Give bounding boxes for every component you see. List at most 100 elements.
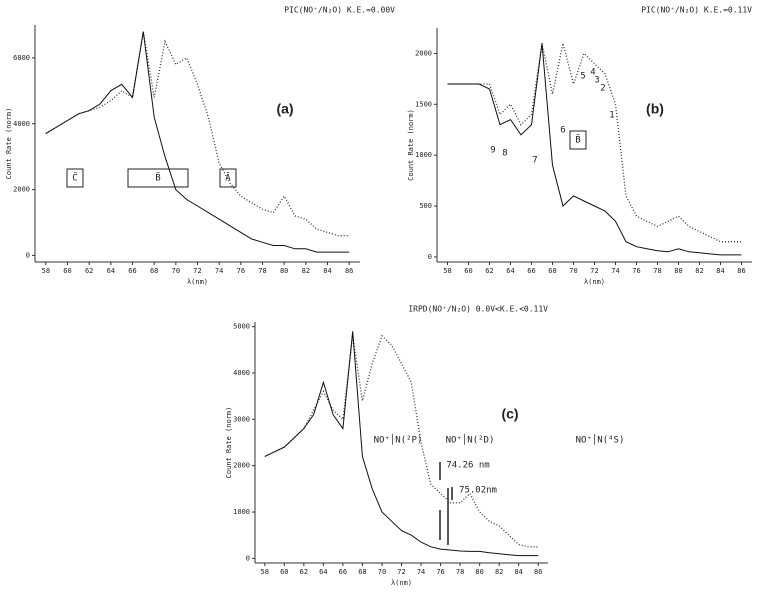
- x-tick-label: 86: [737, 267, 745, 275]
- y-tick-label: 4000: [13, 120, 30, 128]
- annotation-box: [127, 168, 189, 188]
- x-tick-label: 80: [475, 568, 483, 576]
- y-tick-label: 1500: [415, 100, 432, 108]
- panel-label: (c): [501, 406, 518, 422]
- x-tick-label: 76: [632, 267, 640, 275]
- spectrum-line: [45, 31, 350, 253]
- y-tick-label: 0: [246, 554, 250, 562]
- x-tick-label: 86: [534, 568, 542, 576]
- y-tick-label: 2000: [415, 49, 432, 57]
- x-tick-label: 84: [716, 267, 724, 275]
- chart-title: IRPD(NO⁺/N₂O) 0.0V<K.E.<0.11V: [408, 305, 548, 314]
- x-tick-label: 60: [280, 568, 288, 576]
- x-tick-label: 62: [485, 267, 493, 275]
- annotation: 7: [532, 156, 537, 166]
- x-tick-label: 72: [193, 267, 201, 275]
- x-tick-label: 60: [464, 267, 472, 275]
- x-tick-label: 64: [506, 267, 514, 275]
- x-tick-label: 76: [237, 267, 245, 275]
- x-tick-label: 82: [695, 267, 703, 275]
- x-tick-label: 86: [345, 267, 353, 275]
- x-tick-label: 60: [63, 267, 71, 275]
- x-tick-label: 78: [653, 267, 661, 275]
- x-tick-label: 78: [456, 568, 464, 576]
- chart-title: PIC(NO⁺/N₂O) K.E.=0.11V: [641, 6, 752, 15]
- y-tick-label: 4000: [233, 369, 250, 377]
- panel-label: (b): [646, 101, 664, 117]
- annotation: C̃: [72, 172, 77, 184]
- x-tick-label: 70: [172, 267, 180, 275]
- annotation: Ã: [225, 173, 231, 184]
- x-axis-label: λ(nm): [187, 278, 208, 286]
- annotation: 8: [502, 149, 507, 159]
- x-tick-label: 72: [590, 267, 598, 275]
- annotation: 75.02nm: [459, 486, 497, 496]
- annotation: 2: [600, 84, 605, 94]
- x-tick-label: 80: [674, 267, 682, 275]
- y-tick-label: 3000: [233, 415, 250, 423]
- spectrum-line: [447, 43, 742, 243]
- x-tick-label: 62: [300, 568, 308, 576]
- x-tick-label: 80: [280, 267, 288, 275]
- annotation: 4: [590, 68, 595, 78]
- x-tick-label: 82: [302, 267, 310, 275]
- annotation: NO⁺│N(²P): [374, 434, 423, 446]
- x-tick-label: 74: [215, 267, 223, 275]
- x-tick-label: 84: [514, 568, 522, 576]
- x-tick-label: 76: [436, 568, 444, 576]
- x-tick-label: 66: [527, 267, 535, 275]
- x-tick-label: 68: [150, 267, 158, 275]
- x-tick-label: 84: [323, 267, 331, 275]
- x-tick-label: 66: [339, 568, 347, 576]
- annotation: NO⁺│N(⁴S): [576, 434, 625, 446]
- y-tick-label: 6000: [13, 54, 30, 62]
- spectrum-line: [264, 331, 539, 557]
- x-tick-label: 58: [261, 568, 269, 576]
- y-tick-label: 500: [419, 202, 432, 210]
- annotation: 6: [560, 126, 565, 136]
- annotation-box: [219, 168, 237, 188]
- y-tick-label: 1000: [233, 508, 250, 516]
- x-tick-label: 58: [42, 267, 50, 275]
- annotation: B̃: [155, 172, 160, 184]
- y-axis-label: Count Rate (norm): [5, 108, 13, 180]
- x-tick-label: 58: [443, 267, 451, 275]
- panel-label: (a): [276, 101, 293, 117]
- x-axis-label: λ(nm): [391, 579, 412, 587]
- annotation-box: [569, 130, 587, 150]
- y-tick-label: 2000: [233, 462, 250, 470]
- x-tick-label: 64: [319, 568, 327, 576]
- x-tick-label: 78: [258, 267, 266, 275]
- x-tick-label: 74: [417, 568, 425, 576]
- x-tick-label: 70: [378, 568, 386, 576]
- chart-title: PIC(NO⁺/N₂O) K.E.=0.00V: [284, 6, 395, 15]
- annotation: 9: [490, 146, 495, 156]
- x-tick-label: 66: [128, 267, 136, 275]
- x-tick-label: 74: [611, 267, 619, 275]
- x-tick-label: 68: [548, 267, 556, 275]
- y-tick-label: 0: [428, 253, 432, 261]
- x-tick-label: 62: [85, 267, 93, 275]
- x-tick-label: 82: [495, 568, 503, 576]
- annotation: 1: [609, 111, 614, 121]
- x-tick-label: 72: [397, 568, 405, 576]
- y-tick-label: 0: [26, 251, 30, 259]
- annotation: 74.26 nm: [446, 461, 489, 471]
- x-tick-label: 68: [358, 568, 366, 576]
- annotation: 5: [580, 72, 585, 82]
- y-tick-label: 5000: [233, 323, 250, 331]
- spectrum-line: [447, 43, 742, 256]
- y-tick-label: 2000: [13, 186, 30, 194]
- y-axis-label: Count Rate (norm): [225, 407, 233, 479]
- x-axis-label: λ(nm): [584, 278, 605, 286]
- x-tick-label: 64: [107, 267, 115, 275]
- spectrum-line: [45, 31, 350, 237]
- annotation-box: [66, 168, 84, 188]
- annotation: NO⁺│N(²D): [446, 434, 495, 446]
- x-tick-label: 70: [569, 267, 577, 275]
- y-axis-label: Count Rate (norm): [407, 109, 415, 181]
- annotation: B̃: [575, 134, 580, 146]
- y-tick-label: 1000: [415, 151, 432, 159]
- annotation: 3: [594, 76, 599, 86]
